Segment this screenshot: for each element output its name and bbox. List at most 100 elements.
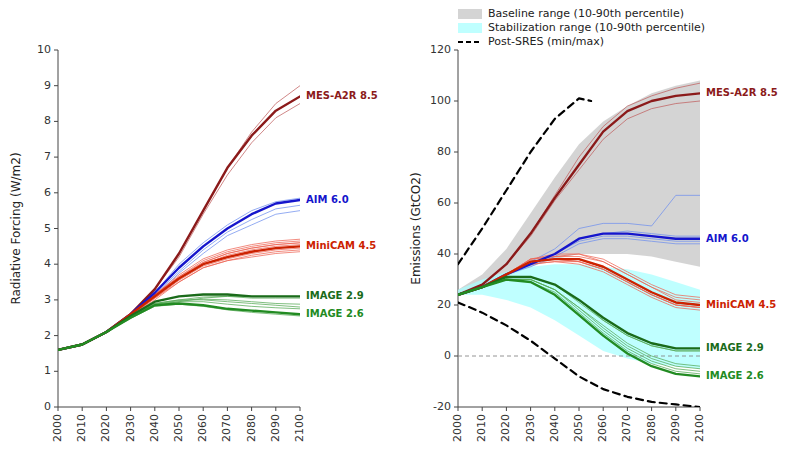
variant-line [58, 304, 300, 350]
variant-line [458, 101, 700, 295]
legend-swatch [458, 41, 482, 43]
x-tick-label: 2050 [172, 414, 185, 442]
x-tick-label: 2040 [148, 414, 161, 442]
variant-line [458, 83, 700, 295]
x-tick-label: 2000 [451, 414, 464, 442]
x-tick [482, 407, 483, 411]
variant-line [58, 302, 300, 350]
y-tick-label: 2 [44, 329, 51, 342]
variant-line [58, 86, 300, 350]
x-tick [300, 407, 301, 411]
x-tick [106, 407, 107, 411]
y-tick [54, 228, 58, 229]
y-axis-label: Emissions (GtCO2) [409, 172, 423, 284]
panel: 0123456789102000201020202030204020502060… [9, 43, 378, 442]
y-tick-label: 4 [44, 257, 51, 270]
variant-line [58, 248, 300, 350]
y-tick-label: 10 [37, 43, 51, 56]
y-tick-label: 40 [437, 247, 451, 260]
y-tick [54, 371, 58, 372]
x-tick [554, 407, 555, 411]
y-tick [454, 152, 458, 153]
x-tick-label: 2100 [293, 414, 306, 442]
y-tick-label: 120 [430, 43, 451, 56]
series-end-label: MiniCAM 4.5 [306, 240, 376, 251]
x-tick-label: 2030 [524, 414, 537, 442]
y-tick [54, 299, 58, 300]
y-tick-label: 5 [44, 222, 51, 235]
x-tick-label: 2080 [645, 414, 658, 442]
legend-swatch [458, 23, 482, 33]
series-end-label: MES-A2R 8.5 [306, 90, 378, 101]
x-tick-label: 2010 [475, 414, 488, 442]
x-tick [275, 407, 276, 411]
series-end-label: MES-A2R 8.5 [706, 87, 778, 98]
variant-line [58, 104, 300, 350]
y-tick-label: 0 [444, 349, 451, 362]
y-tick-label: 80 [437, 145, 451, 158]
y-tick-label: 60 [437, 196, 451, 209]
scenario-line [458, 93, 700, 294]
y-tick-label: 20 [437, 298, 451, 311]
variant-line [58, 250, 300, 350]
x-tick-label: 2050 [572, 414, 585, 442]
x-tick [203, 407, 204, 411]
y-tick [54, 192, 58, 193]
x-tick [651, 407, 652, 411]
variant-line [58, 205, 300, 350]
variant-line [458, 231, 700, 295]
legend-label: Post-SRES (min/max) [488, 35, 604, 48]
x-tick-label: 2020 [499, 414, 512, 442]
variant-line [458, 239, 700, 295]
series-end-label: IMAGE 2.6 [306, 308, 364, 319]
x-tick-label: 2090 [269, 414, 282, 442]
y-tick [54, 264, 58, 265]
x-tick [603, 407, 604, 411]
variant-line [458, 280, 700, 369]
x-tick [58, 407, 59, 411]
variant-line [458, 280, 700, 367]
y-tick [454, 356, 458, 357]
x-tick [458, 407, 459, 411]
y-tick [454, 203, 458, 204]
y-tick-label: 6 [44, 186, 51, 199]
x-tick-label: 2080 [245, 414, 258, 442]
scenario-line [458, 277, 700, 348]
x-tick [227, 407, 228, 411]
variant-line [458, 280, 700, 372]
x-tick [179, 407, 180, 411]
x-tick [700, 407, 701, 411]
x-tick [675, 407, 676, 411]
y-tick-label: 3 [44, 293, 51, 306]
series-end-label: IMAGE 2.9 [306, 290, 364, 301]
y-axis-line [458, 50, 459, 407]
variant-line [58, 245, 300, 350]
variant-line [58, 243, 300, 350]
y-tick [454, 50, 458, 51]
x-tick-label: 2070 [620, 414, 633, 442]
x-tick-label: 2090 [669, 414, 682, 442]
y-tick [54, 85, 58, 86]
x-tick [579, 407, 580, 411]
plot-area [58, 86, 300, 350]
y-tick [454, 101, 458, 102]
x-tick-label: 2100 [693, 414, 706, 442]
variant-line [58, 296, 300, 350]
variant-line [58, 299, 300, 350]
x-tick [154, 407, 155, 411]
variant-line [58, 239, 300, 350]
y-axis-label: Radiative Forcing (W/m2) [9, 152, 23, 304]
legend-label: Baseline range (10-90th percentile) [488, 7, 684, 20]
y-tick [54, 407, 58, 408]
x-tick [530, 407, 531, 411]
scenario-line [58, 96, 300, 349]
y-tick [54, 157, 58, 158]
range-area [458, 81, 700, 295]
x-tick-label: 2030 [124, 414, 137, 442]
x-tick-label: 2060 [196, 414, 209, 442]
reference-line [458, 356, 700, 357]
series-end-label: AIM 6.0 [306, 194, 349, 205]
variant-line [58, 243, 300, 350]
variant-line [458, 236, 700, 295]
y-tick-label: 100 [430, 94, 451, 107]
